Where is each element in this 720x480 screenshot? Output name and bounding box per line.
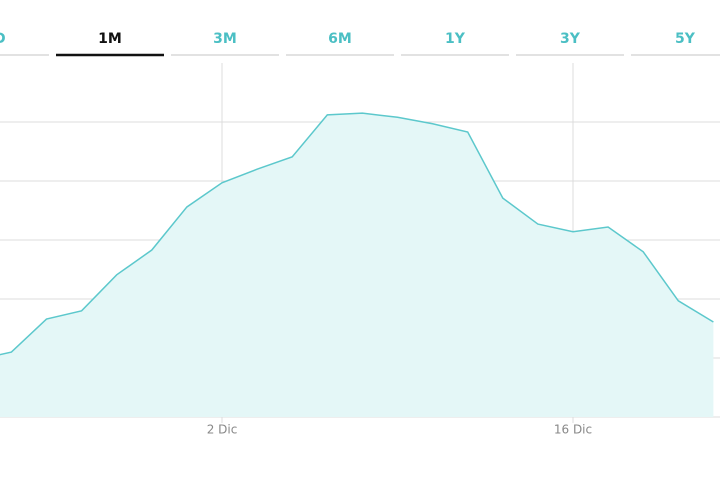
tab-label[interactable]: 6M — [328, 31, 352, 47]
area-fill — [0, 113, 714, 417]
tab-label[interactable]: 5Y — [675, 31, 696, 47]
tab-label[interactable]: 1Y — [445, 31, 466, 47]
tab-label[interactable]: 1M — [98, 31, 122, 47]
tab-label[interactable]: 3Y — [560, 31, 581, 47]
tab-label[interactable]: 3M — [213, 31, 237, 47]
x-tick-label: 16 Dic — [554, 423, 592, 437]
price-line — [0, 112, 714, 356]
tab-label[interactable]: 1D — [0, 31, 6, 47]
x-tick-label: 2 Dic — [207, 423, 238, 437]
